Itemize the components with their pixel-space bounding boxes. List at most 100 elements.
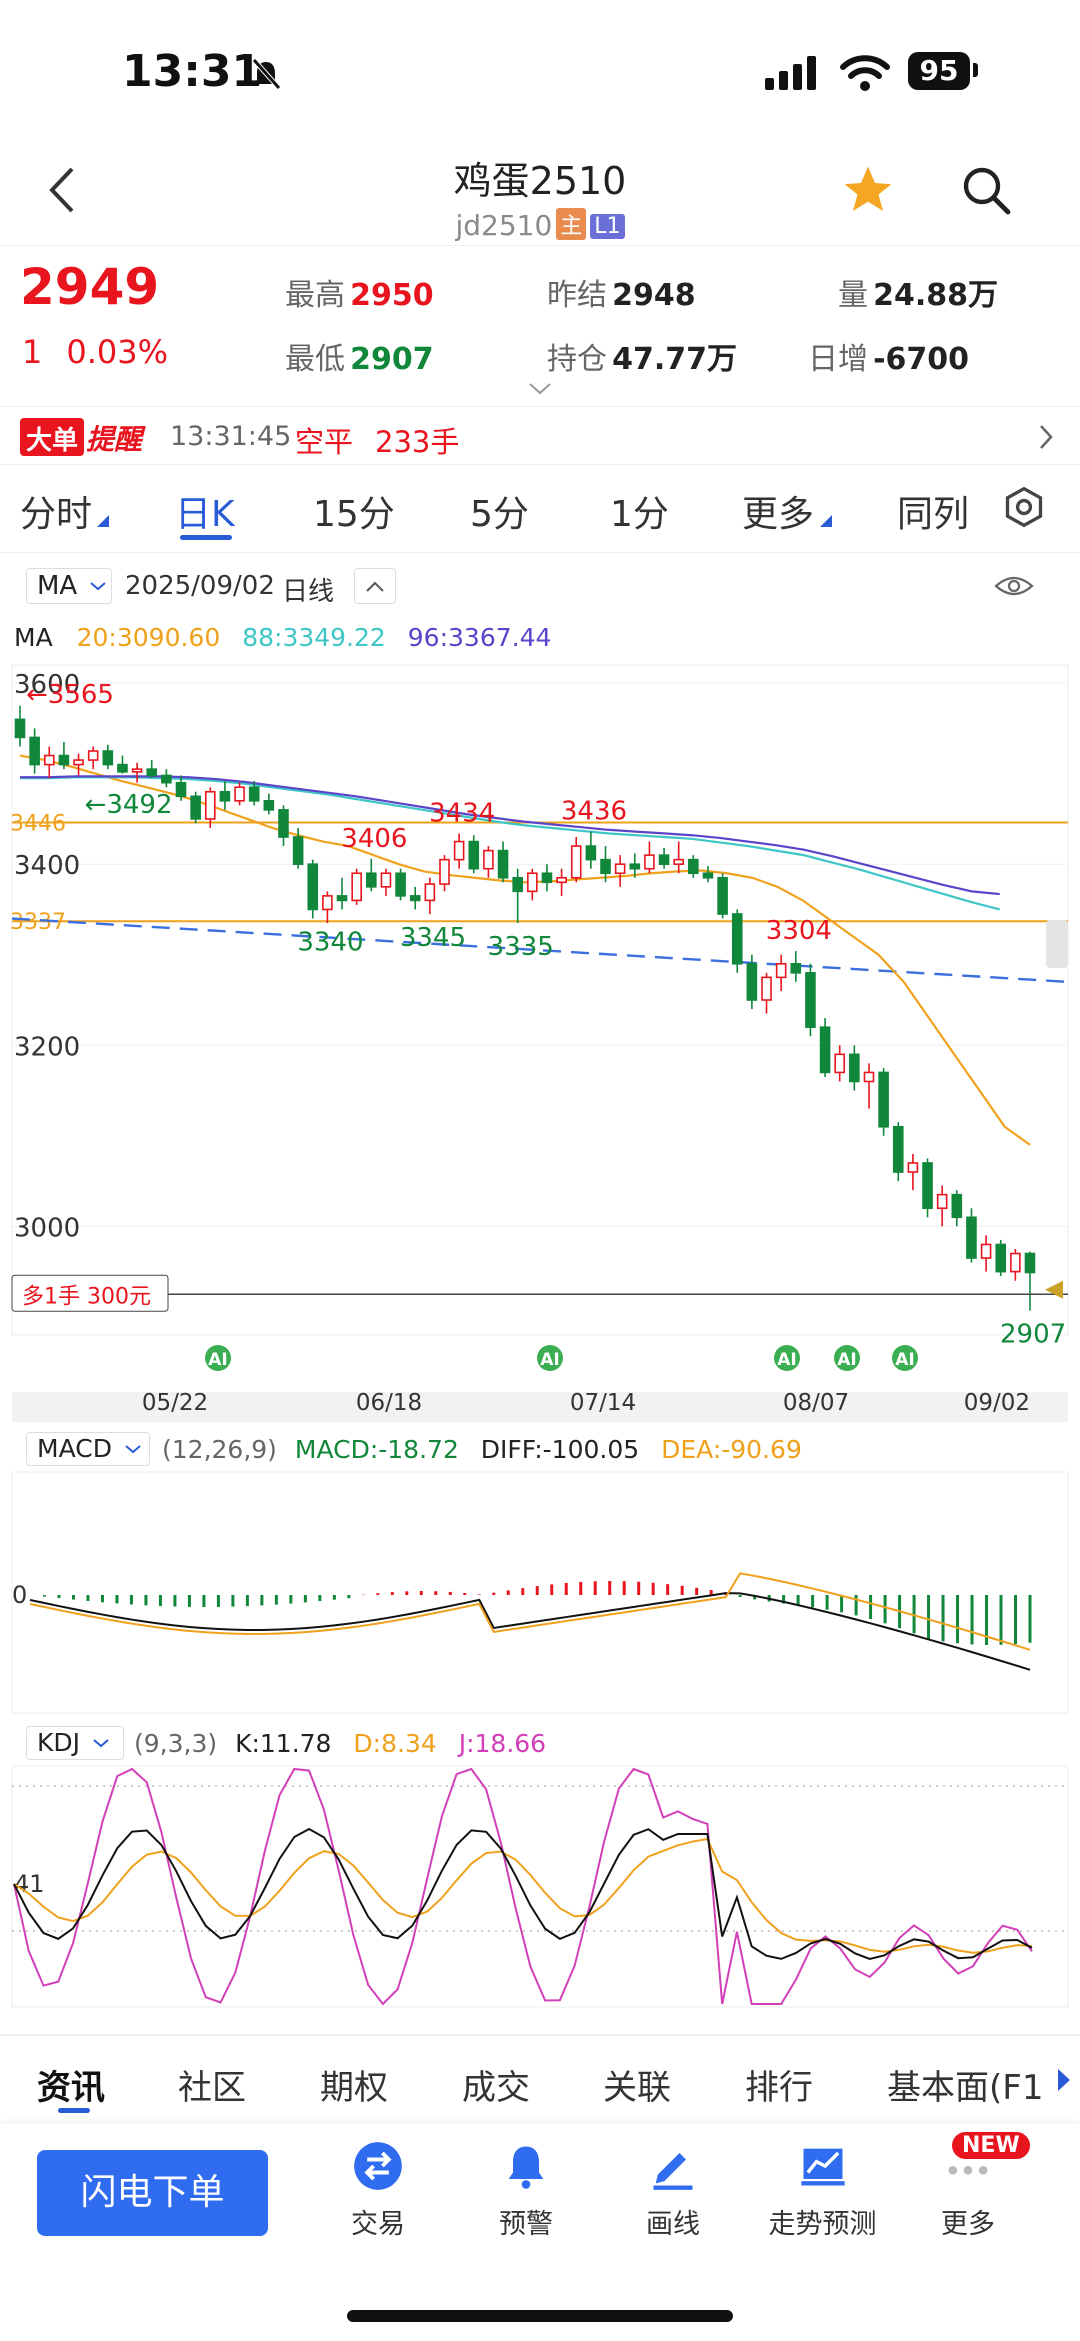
- tab-related[interactable]: 关联: [603, 2068, 671, 2108]
- kdj-select[interactable]: KDJ: [26, 1726, 124, 1760]
- candle[interactable]: [907, 1153, 919, 1191]
- candle[interactable]: [278, 805, 289, 847]
- candle[interactable]: [717, 873, 728, 919]
- dock-draw[interactable]: 画线: [613, 2140, 733, 2241]
- tab-intraday[interactable]: 分时: [20, 494, 93, 535]
- candle[interactable]: [658, 847, 670, 869]
- tabs-more-arrow-icon[interactable]: [1056, 2067, 1072, 2093]
- candle[interactable]: [453, 833, 465, 869]
- candle[interactable]: [775, 954, 787, 991]
- candle[interactable]: [102, 744, 114, 770]
- candle[interactable]: [570, 837, 582, 883]
- candle[interactable]: [424, 877, 436, 914]
- dock-more[interactable]: 更多: [908, 2140, 1028, 2241]
- candle[interactable]: [29, 728, 40, 774]
- candle[interactable]: [380, 868, 392, 896]
- candle[interactable]: [73, 753, 84, 776]
- candle[interactable]: [366, 858, 377, 892]
- candle[interactable]: [336, 877, 348, 910]
- macd-chart[interactable]: 0: [0, 1470, 1080, 1715]
- candle[interactable]: [219, 780, 231, 810]
- candle[interactable]: [761, 972, 772, 1014]
- candle[interactable]: [58, 741, 70, 770]
- candle[interactable]: [14, 705, 26, 747]
- candle[interactable]: [878, 1067, 889, 1136]
- candle[interactable]: [1010, 1248, 1021, 1281]
- candle[interactable]: [790, 951, 802, 982]
- dock-alert[interactable]: 预警: [466, 2140, 586, 2241]
- candle[interactable]: [980, 1235, 992, 1272]
- candle[interactable]: [834, 1045, 846, 1082]
- candle[interactable]: [805, 963, 816, 1037]
- candle[interactable]: [146, 760, 158, 779]
- ai-badge[interactable]: AI: [537, 1345, 563, 1371]
- tab-15min[interactable]: 15分: [313, 494, 395, 535]
- kdj-chart[interactable]: 41: [0, 1764, 1080, 2009]
- candle[interactable]: [204, 787, 216, 828]
- candle[interactable]: [731, 909, 743, 973]
- candle[interactable]: [263, 793, 275, 815]
- candle[interactable]: [395, 868, 406, 901]
- position-label-box[interactable]: [11, 1274, 169, 1312]
- candle[interactable]: [87, 746, 99, 770]
- candle[interactable]: [190, 791, 201, 824]
- tab-1min[interactable]: 1分: [610, 494, 669, 535]
- tab-options[interactable]: 期权: [320, 2068, 388, 2108]
- candle[interactable]: [644, 841, 655, 874]
- tab-more[interactable]: 更多: [742, 494, 815, 535]
- candle[interactable]: [527, 868, 538, 901]
- candle[interactable]: [161, 769, 172, 788]
- dock-forecast[interactable]: 走势预测: [760, 2140, 885, 2241]
- expand-chevron-icon[interactable]: [528, 382, 552, 396]
- candle[interactable]: [629, 853, 641, 878]
- back-chevron-icon[interactable]: [44, 165, 78, 215]
- tab-5min[interactable]: 5分: [470, 494, 529, 535]
- candle[interactable]: [600, 846, 611, 883]
- candle[interactable]: [995, 1239, 1007, 1277]
- candle[interactable]: [292, 827, 304, 869]
- collapse-button[interactable]: [354, 568, 396, 604]
- candle[interactable]: [614, 855, 626, 887]
- candle[interactable]: [688, 855, 699, 878]
- ai-badge[interactable]: AI: [205, 1345, 231, 1371]
- ai-badge[interactable]: AI: [774, 1345, 800, 1371]
- flash-order-button[interactable]: 闪电下单: [37, 2150, 268, 2236]
- candle[interactable]: [439, 855, 450, 892]
- side-handle[interactable]: [1046, 920, 1068, 968]
- candle[interactable]: [234, 782, 245, 806]
- tab-community[interactable]: 社区: [178, 2068, 246, 2108]
- candle[interactable]: [892, 1122, 904, 1182]
- search-icon[interactable]: [960, 164, 1012, 216]
- candle[interactable]: [541, 864, 553, 892]
- tab-ranking[interactable]: 排行: [745, 2068, 813, 2108]
- tab-news[interactable]: 资讯: [37, 2068, 105, 2108]
- candle[interactable]: [936, 1185, 948, 1227]
- ai-badge[interactable]: AI: [834, 1345, 860, 1371]
- candle[interactable]: [322, 891, 333, 924]
- candle[interactable]: [117, 755, 128, 774]
- tab-trades[interactable]: 成交: [462, 2068, 530, 2108]
- candle[interactable]: [468, 835, 480, 874]
- candle[interactable]: [1024, 1251, 1036, 1311]
- candle[interactable]: [131, 762, 143, 783]
- candle[interactable]: [966, 1208, 977, 1263]
- candle[interactable]: [951, 1190, 963, 1227]
- candle[interactable]: [175, 775, 187, 801]
- candle[interactable]: [849, 1045, 860, 1091]
- candle[interactable]: [863, 1063, 875, 1109]
- candle[interactable]: [556, 868, 567, 896]
- candle[interactable]: [702, 866, 714, 883]
- dock-trade[interactable]: 交易: [318, 2140, 438, 2241]
- candle[interactable]: [351, 868, 362, 905]
- ai-badge[interactable]: AI: [892, 1345, 918, 1371]
- tab-fundamentals[interactable]: 基本面(F1: [887, 2068, 1044, 2108]
- tab-daily-k[interactable]: 日K: [175, 494, 235, 535]
- favorite-star-icon[interactable]: [840, 162, 896, 218]
- candle[interactable]: [512, 868, 523, 924]
- settings-hexagon-icon[interactable]: [1002, 485, 1046, 529]
- candle[interactable]: [673, 841, 684, 874]
- kline-chart[interactable]: 3600 3400 3200 3000 3446 3337 ←3565 ←3492 3406 34…: [0, 655, 1080, 1395]
- candle[interactable]: [746, 954, 758, 1010]
- eye-icon[interactable]: [994, 572, 1034, 600]
- trend-line[interactable]: [11, 917, 1069, 984]
